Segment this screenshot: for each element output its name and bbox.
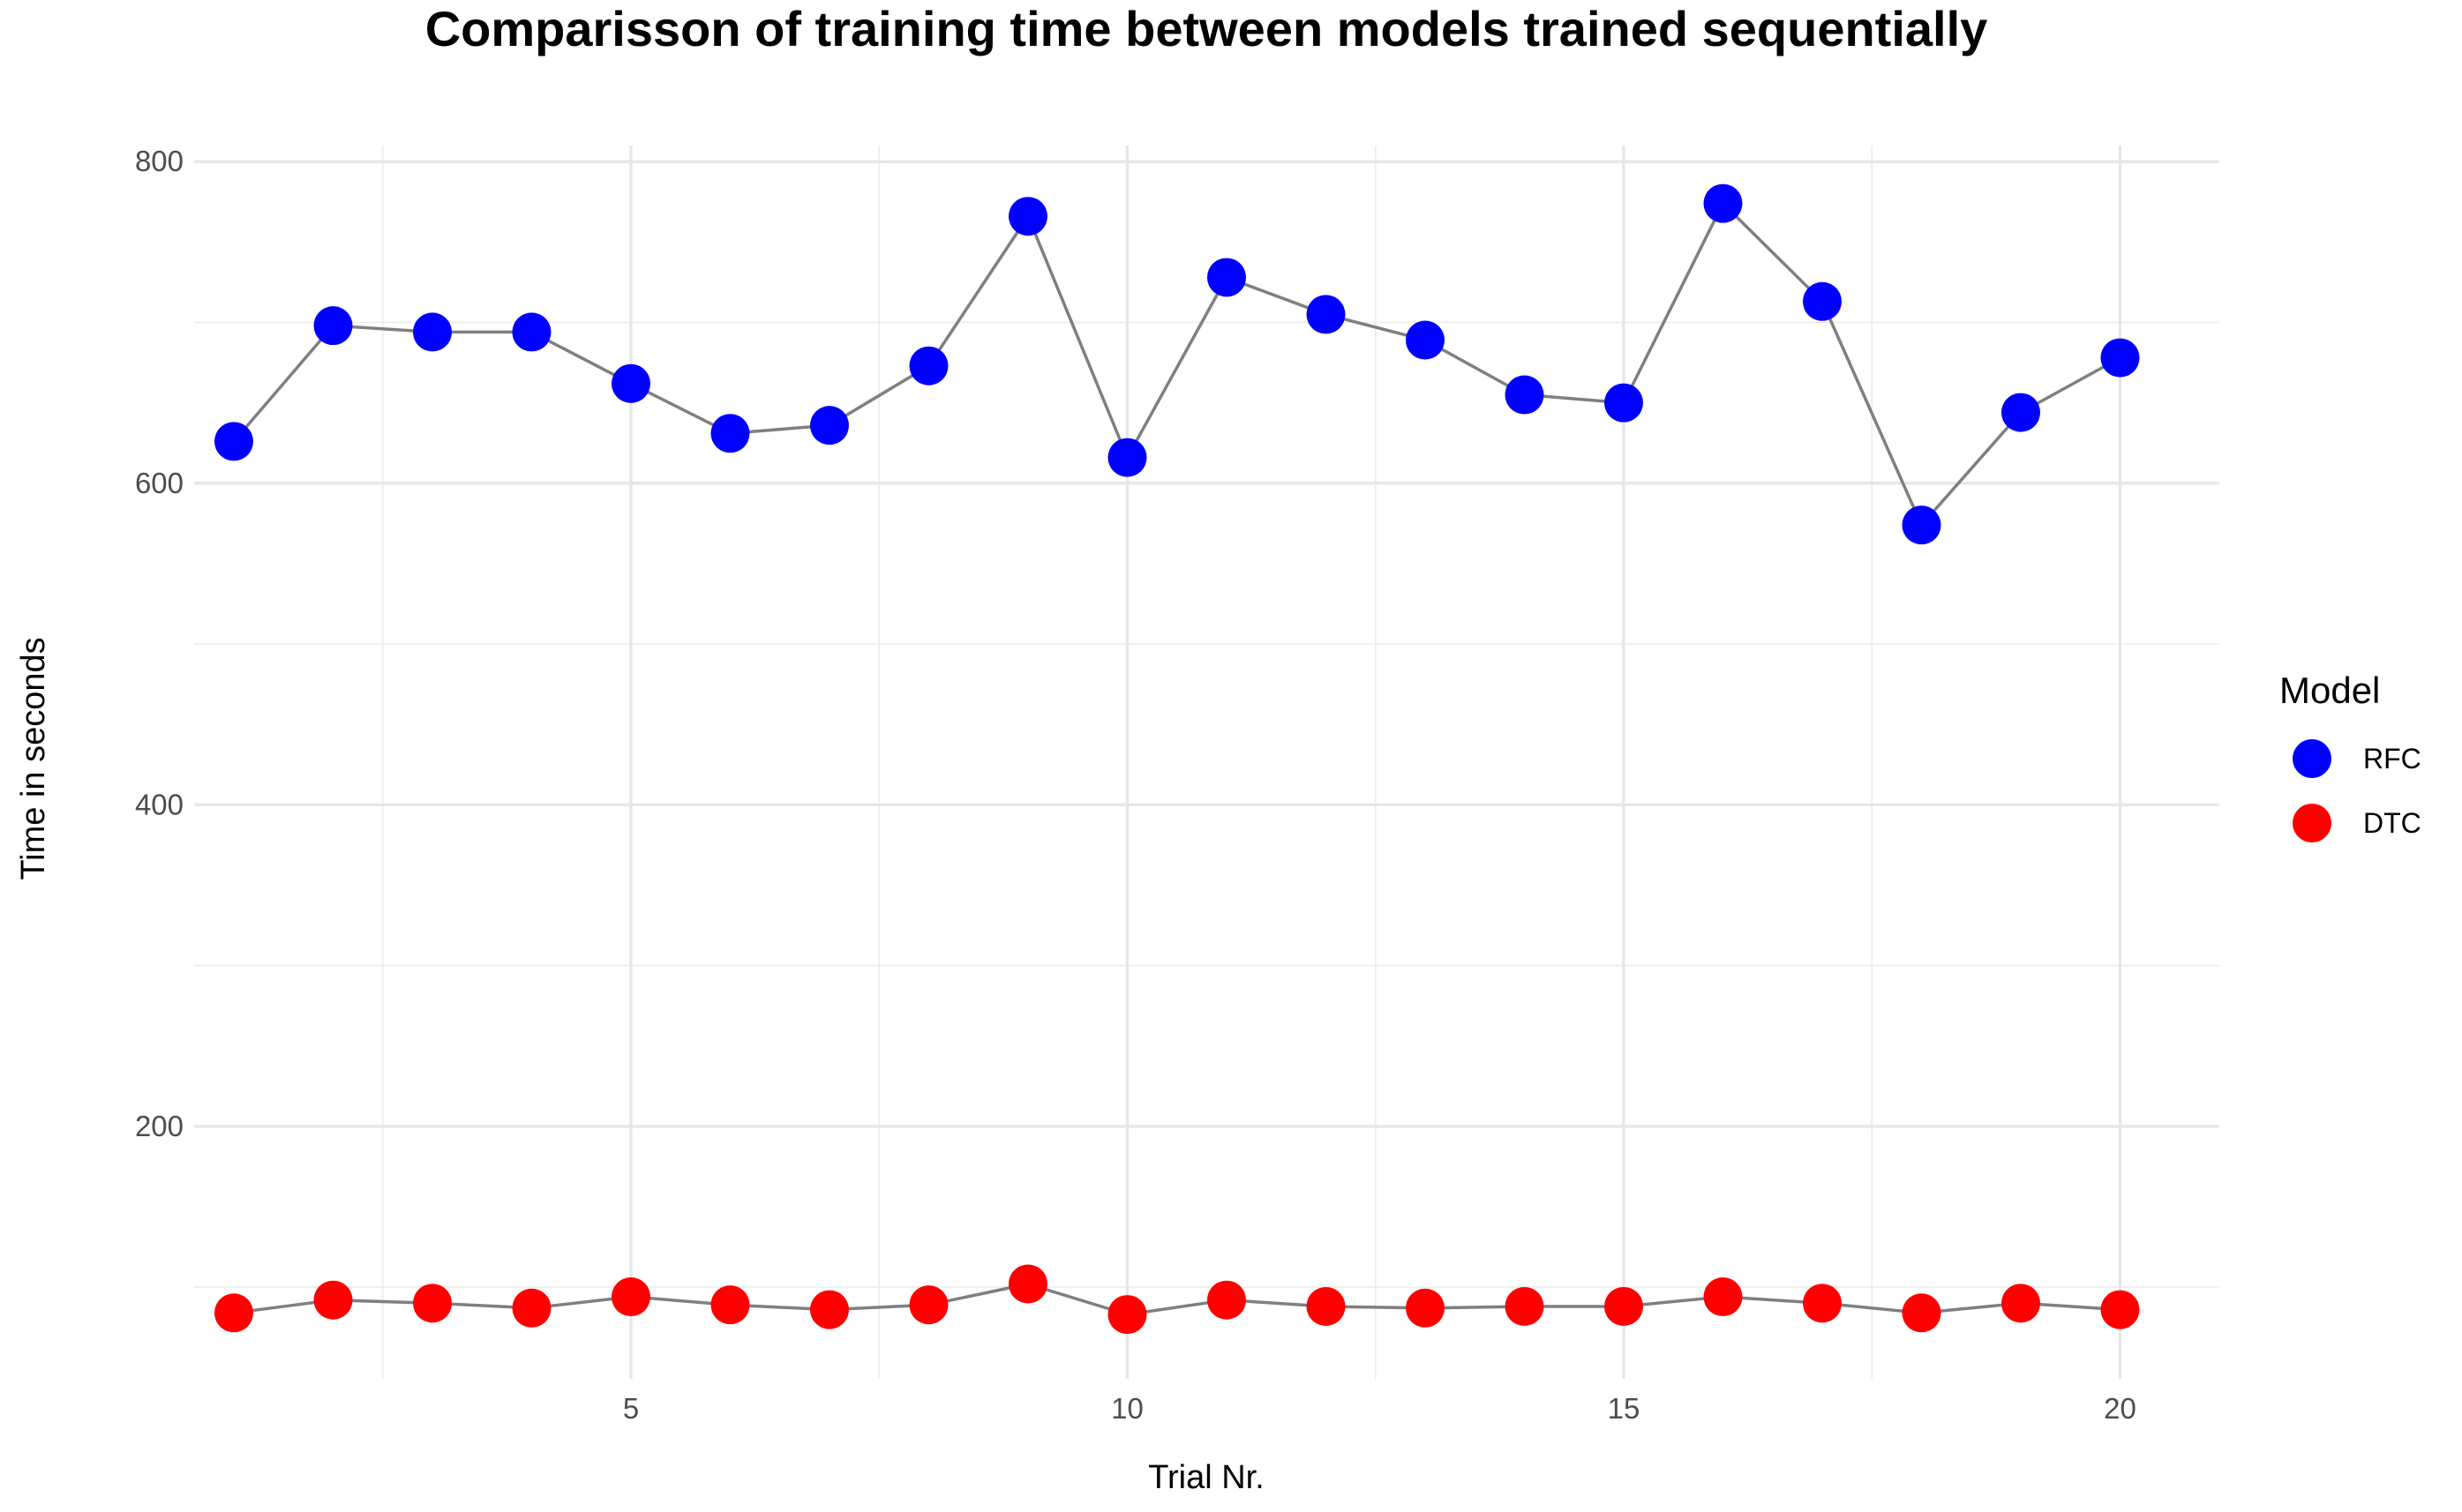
data-point-rfc [512,312,552,352]
legend-label-rfc: RFC [2363,743,2421,775]
data-point-rfc [1604,383,1643,423]
data-point-rfc [1306,295,1346,334]
data-point-rfc [1505,375,1544,415]
data-point-dtc [1803,1284,1842,1323]
x-tick-label: 10 [1111,1392,1144,1425]
data-point-dtc [1406,1288,1445,1328]
data-point-rfc [1703,183,1743,223]
data-point-rfc [710,414,750,453]
y-tick-label: 600 [135,467,184,499]
data-point-rfc [1803,281,1842,321]
data-point-dtc [1703,1277,1743,1317]
y-tick-label: 200 [135,1110,184,1142]
data-point-dtc [2100,1290,2140,1329]
series-line-rfc [232,201,2121,527]
data-point-rfc [413,312,452,352]
data-point-rfc [1207,258,1246,297]
data-point-rfc [810,406,849,445]
data-point-dtc [512,1288,552,1328]
data-point-dtc [313,1280,353,1320]
data-point-dtc [810,1290,849,1329]
x-tick-label: 15 [1608,1392,1640,1425]
data-point-dtc [1902,1293,1941,1333]
y-axis-ticks: 200 400 600 800 [135,145,184,1142]
data-point-rfc [612,363,650,403]
data-point-dtc [1009,1264,1047,1304]
legend-label-dtc: DTC [2363,807,2421,839]
x-tick-label: 20 [2104,1392,2136,1425]
data-point-rfc [909,346,949,385]
data-point-rfc [313,306,353,346]
data-point-dtc [909,1285,949,1325]
legend: Model RFC DTC [2279,670,2421,842]
data-series [214,183,2140,1335]
data-point-dtc [710,1285,750,1325]
y-tick-label: 400 [135,788,184,820]
y-axis-title: Time in seconds [15,637,52,880]
data-point-rfc [2001,393,2040,432]
data-point-dtc [214,1293,253,1333]
y-tick-label: 800 [135,145,184,177]
x-axis-title: Trial Nr. [1148,1459,1265,1496]
data-point-rfc [1406,320,1445,360]
data-point-dtc [1107,1295,1147,1335]
series-rfc [214,183,2140,545]
series-dtc [214,1264,2140,1335]
data-point-dtc [1505,1286,1544,1326]
data-point-rfc [1009,197,1047,236]
data-point-dtc [612,1277,650,1317]
data-point-dtc [413,1284,452,1323]
data-point-rfc [214,422,253,461]
data-point-rfc [2100,338,2140,378]
x-axis-ticks: 5 10 15 20 [623,1392,2136,1425]
data-point-rfc [1107,438,1147,477]
legend-key-dtc [2293,804,2331,842]
data-point-dtc [1306,1286,1346,1326]
data-point-dtc [2001,1284,2040,1323]
data-point-dtc [1207,1280,1246,1320]
x-tick-label: 5 [623,1392,639,1425]
chart-title: Comparisson of training time between mod… [425,1,1988,56]
data-point-dtc [1604,1286,1643,1326]
legend-title: Model [2279,670,2380,711]
data-point-rfc [1902,505,1941,545]
legend-key-rfc [2293,739,2331,778]
